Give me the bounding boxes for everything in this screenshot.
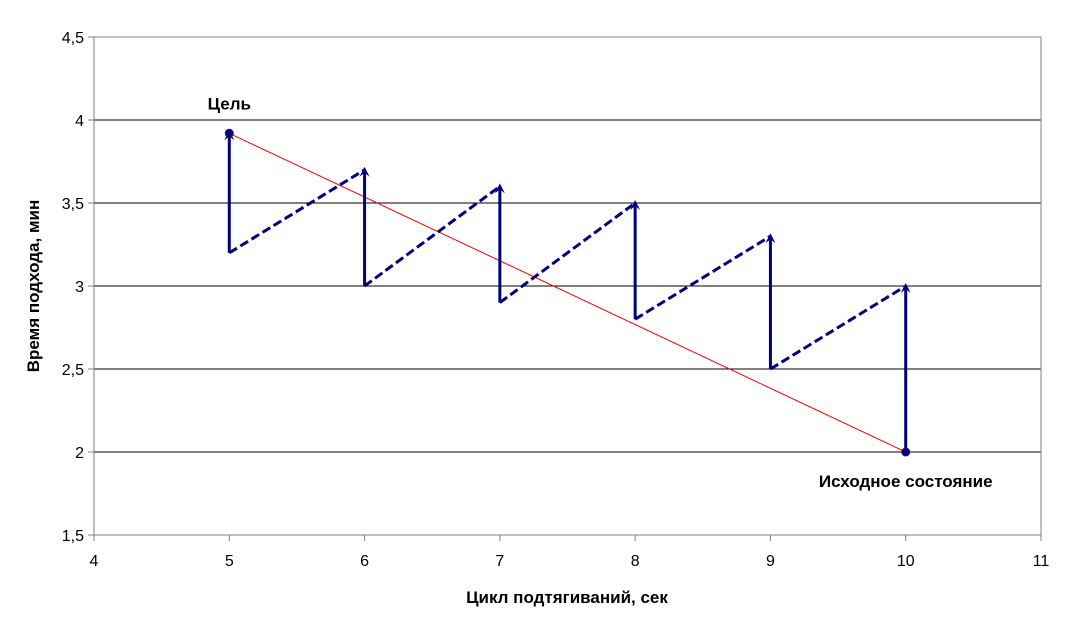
trend-line (229, 132, 906, 453)
arrow-series (224, 130, 911, 452)
x-tick-label-2: 6 (360, 553, 369, 570)
data-point-0 (224, 128, 234, 138)
x-tick-label-0: 4 (90, 553, 99, 570)
x-axis-title: Цикл подтягиваний, сек (466, 588, 668, 607)
data-point-1 (901, 447, 911, 457)
trend-series (229, 132, 906, 453)
x-tick-label-3: 7 (495, 553, 504, 570)
dashed-segment-4 (769, 284, 907, 371)
x-tick-label-4: 8 (631, 553, 640, 570)
y-tick-label-3: 3 (75, 279, 84, 296)
annotation-0: Цель (208, 94, 251, 113)
x-tick-label-1: 5 (225, 553, 234, 570)
axes (88, 36, 1042, 541)
y-tick-label-2: 2,5 (62, 362, 84, 379)
y-axis-title: Время подхода, мин (24, 200, 43, 373)
x-tick-label-6: 10 (897, 553, 915, 570)
x-tick-label-7: 11 (1033, 553, 1050, 570)
x-tick-label-5: 9 (766, 553, 775, 570)
tick-labels: 1,5 2 2,5 3 3,5 4 4,5 4 5 6 7 8 9 10 11 (62, 30, 1050, 570)
y-tick-label-5: 4 (75, 113, 84, 130)
dashed-segment-0 (228, 168, 366, 255)
y-tick-label-4: 3,5 (62, 196, 84, 213)
y-tick-label-1: 2 (75, 445, 84, 462)
annotations: Цель Исходное состояние (208, 94, 993, 491)
y-tick-label-0: 1,5 (62, 528, 84, 545)
dashed-segment-1 (363, 185, 501, 288)
point-markers (224, 128, 911, 457)
y-tick-label-6: 4,5 (62, 30, 84, 47)
dashed-segment-3 (634, 234, 772, 321)
dashed-series (228, 168, 907, 371)
dashed-segment-2 (498, 201, 637, 304)
annotation-1: Исходное состояние (819, 472, 993, 491)
